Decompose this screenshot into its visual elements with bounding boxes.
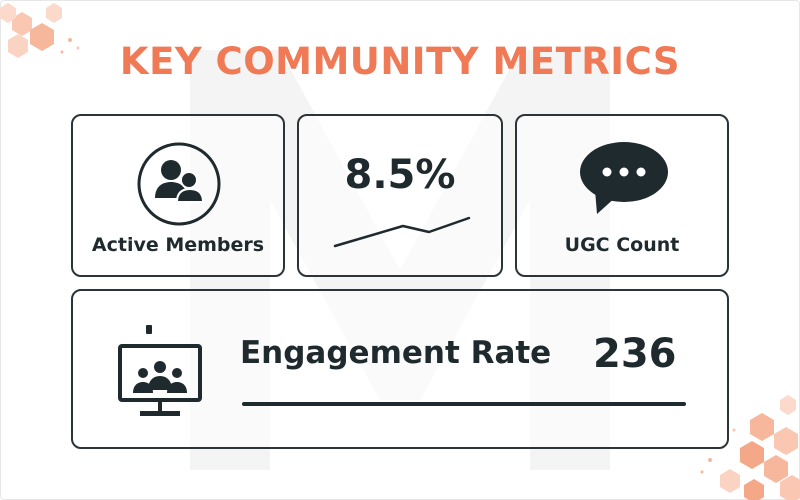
trend-line-icon bbox=[333, 216, 471, 248]
ugc-count-card: UGC Count bbox=[515, 114, 729, 277]
engagement-rate-card: Engagement Rate 236 bbox=[71, 289, 729, 449]
active-members-card: Active Members bbox=[71, 114, 285, 277]
hexagon-decoration-top-left bbox=[0, 3, 80, 58]
page-title: KEY COMMUNITY METRICS bbox=[119, 40, 681, 83]
trend-card: 8.5% bbox=[297, 114, 503, 277]
ugc-count-label: UGC Count bbox=[564, 234, 680, 256]
trend-value: 8.5% bbox=[344, 152, 456, 198]
active-members-label: Active Members bbox=[91, 234, 265, 256]
hexagon-decoration-bottom-right bbox=[700, 395, 800, 500]
chat-bubble-icon bbox=[580, 142, 668, 214]
engagement-rate-value: 236 bbox=[593, 331, 677, 377]
engagement-underline bbox=[242, 402, 686, 406]
engagement-rate-label: Engagement Rate bbox=[240, 335, 552, 371]
users-icon bbox=[137, 142, 221, 226]
video-conference-icon bbox=[118, 325, 202, 416]
